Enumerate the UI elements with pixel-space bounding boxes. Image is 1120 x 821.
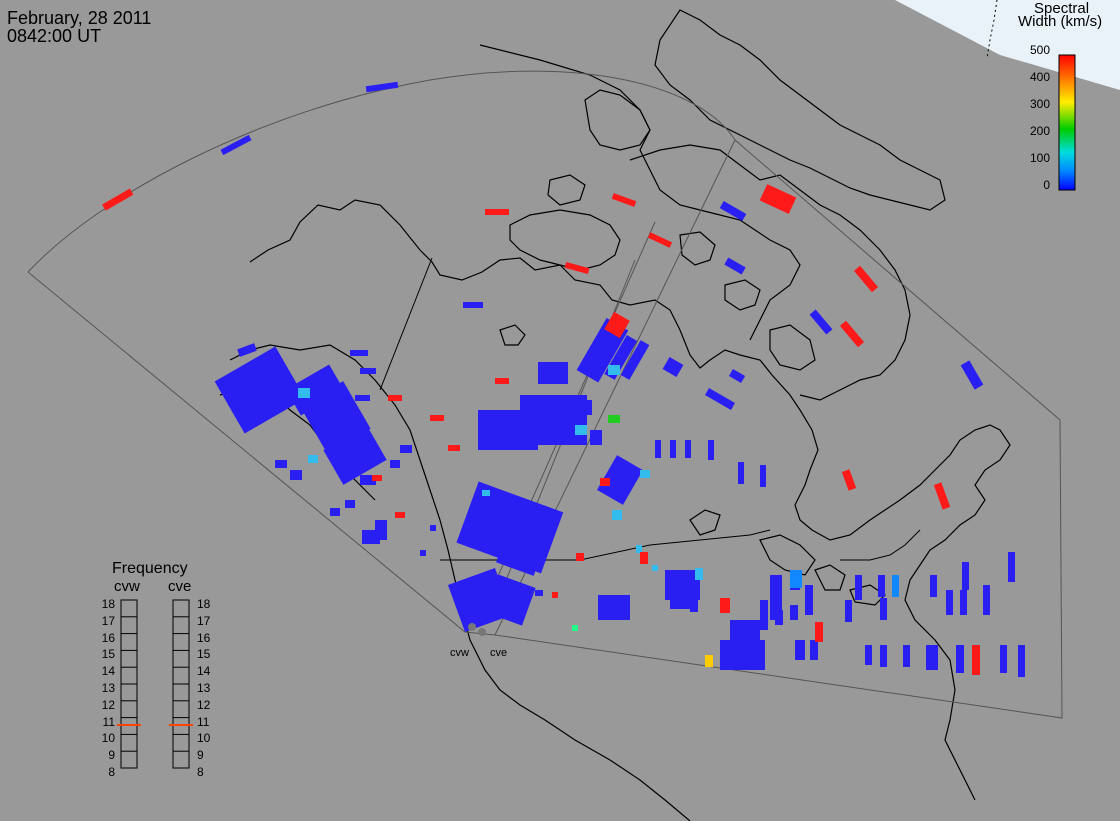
frequency-scale-label: 13 xyxy=(101,681,115,695)
frequency-scale-label: 10 xyxy=(101,731,115,746)
borders xyxy=(379,257,921,561)
radar-label-cvw: cvw xyxy=(450,647,469,659)
scatter-low-width xyxy=(214,81,1025,677)
frequency-scale-label: 14 xyxy=(197,664,211,679)
scatter-mid-width xyxy=(298,365,899,631)
frequency-scale-label: 18 xyxy=(101,597,115,611)
frequency-radar-cvw: cvw xyxy=(114,578,140,595)
frequency-boxes xyxy=(120,599,190,769)
frequency-scale-label: 11 xyxy=(102,714,115,729)
frequency-radar-cve: cve xyxy=(168,578,192,595)
frequency-scale-label: 12 xyxy=(101,697,115,712)
frequency-scale-label: 10 xyxy=(197,731,211,746)
frequency-scale-label: 12 xyxy=(197,697,211,712)
frequency-scale-label: 15 xyxy=(101,647,115,662)
legend-tick: 300 xyxy=(1029,97,1050,111)
frequency-scale-label: 8 xyxy=(108,765,115,779)
field-of-view xyxy=(27,70,1063,719)
frequency-scale-label: 17 xyxy=(197,613,211,628)
frequency-scale-label: 11 xyxy=(197,714,210,729)
radar-sites xyxy=(468,623,486,636)
frequency-scale-label: 16 xyxy=(101,630,115,645)
frequency-scale-label: 9 xyxy=(108,748,115,763)
frequency-scale-label: 16 xyxy=(197,630,211,645)
frequency-scale-label: 18 xyxy=(197,597,211,611)
terminator-line xyxy=(986,0,998,59)
legend-title: Spectral xyxy=(1034,0,1090,17)
frequency-scale-label: 17 xyxy=(101,613,115,628)
scatter-high-width xyxy=(102,184,980,675)
legend-tick: 400 xyxy=(1029,70,1050,84)
radar-label-cve: cve xyxy=(490,647,508,659)
colorbar-ramp xyxy=(1058,54,1076,191)
frequency-scale-label: 9 xyxy=(197,748,204,763)
frequency-scale-label: 14 xyxy=(101,664,115,679)
frequency-scale-label: 8 xyxy=(197,765,204,779)
legend-tick: 0 xyxy=(1043,178,1050,192)
coastlines xyxy=(219,9,1011,821)
legend-tick: 500 xyxy=(1029,43,1050,57)
frequency-scale-label: 15 xyxy=(197,647,211,662)
legend-tick: 100 xyxy=(1029,151,1050,165)
frequency-scale-label: 13 xyxy=(197,681,211,695)
time-title: 0842:00 UT xyxy=(7,26,102,46)
date-title: February, 28 2011 xyxy=(7,8,152,28)
frequency-title: Frequency xyxy=(112,560,188,577)
legend-units: Width (km/s) xyxy=(1018,13,1103,30)
legend-tick: 200 xyxy=(1029,124,1050,138)
